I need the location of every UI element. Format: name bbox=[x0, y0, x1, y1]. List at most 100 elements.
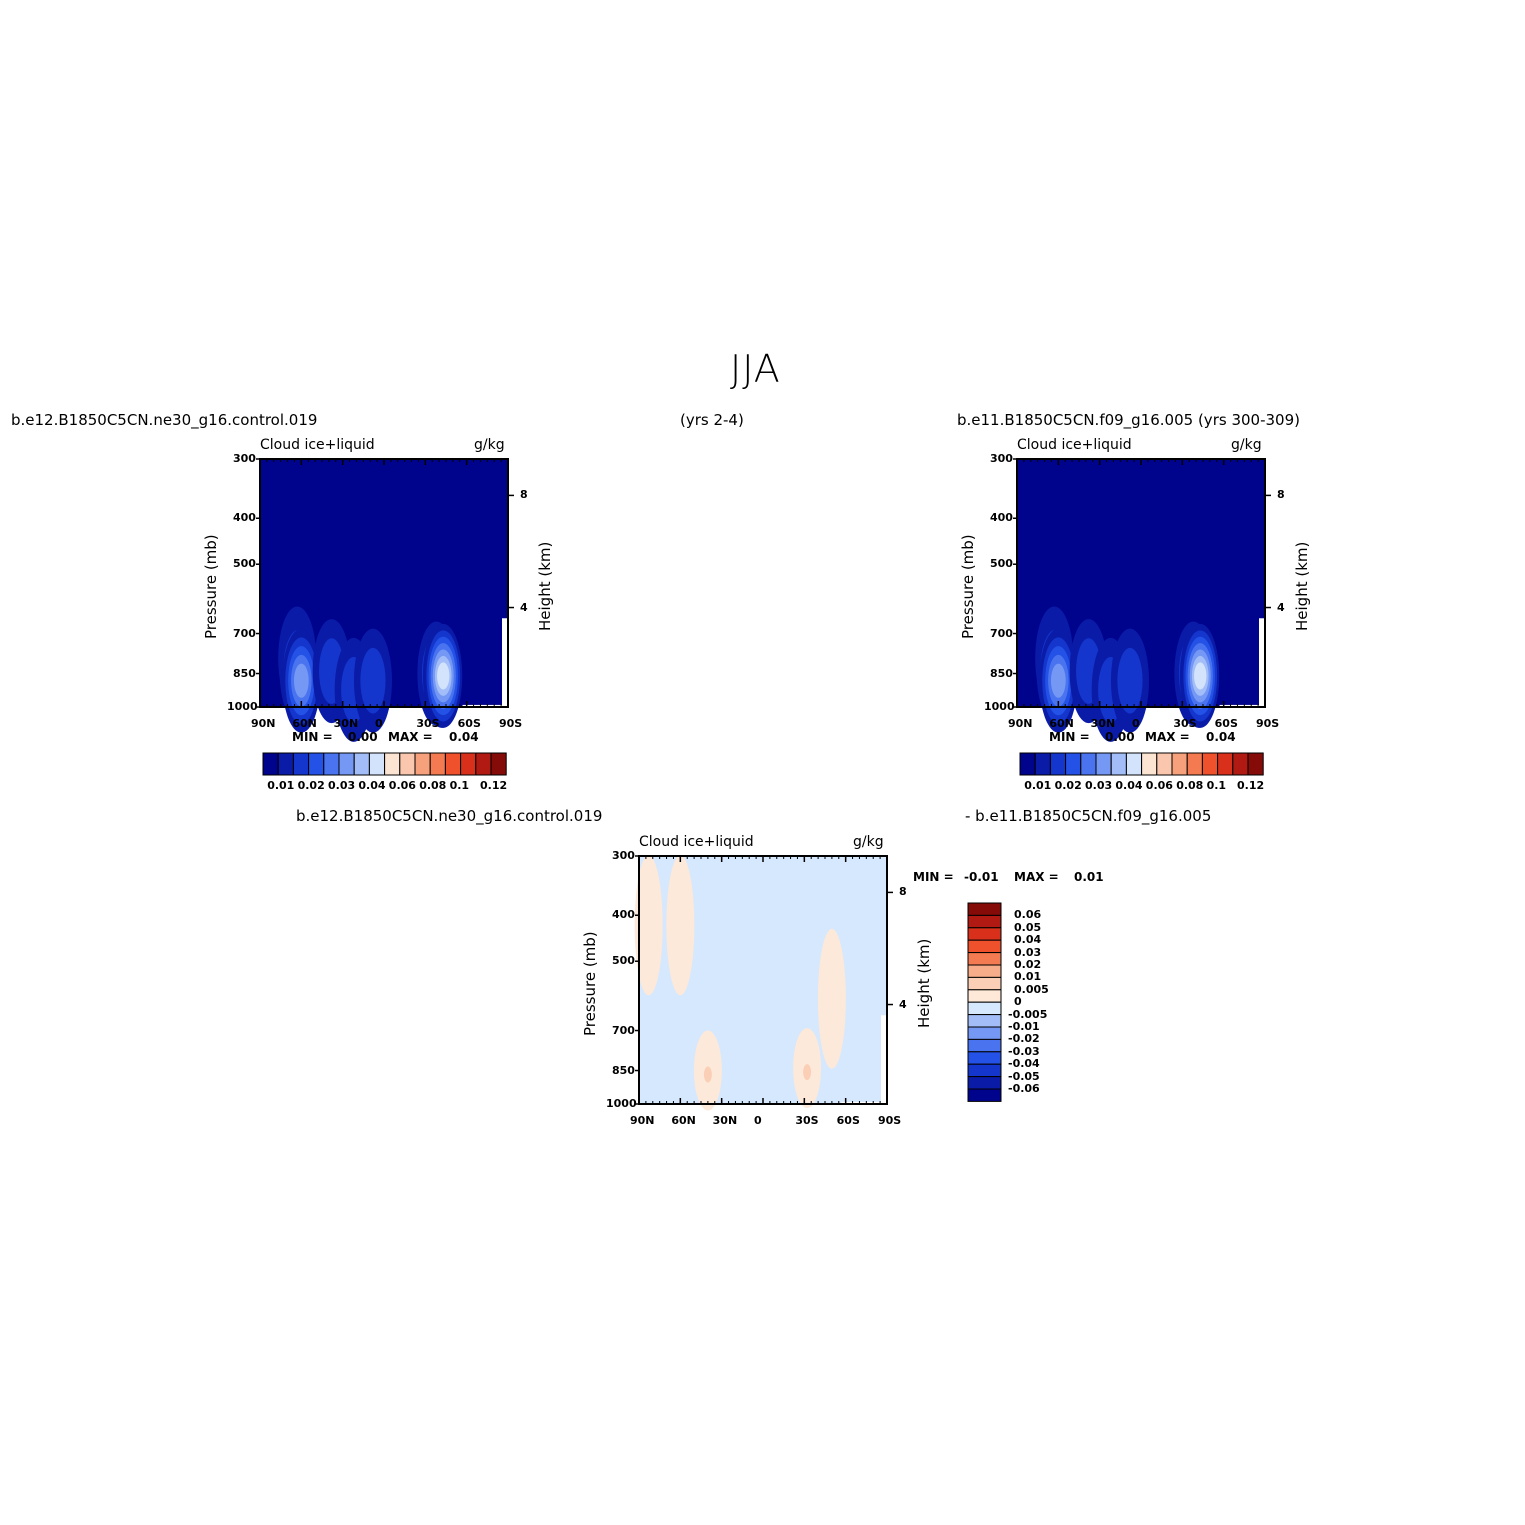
panel-diff-ytick-label: 1000 bbox=[606, 1097, 637, 1110]
panel-1-colorbar-label: 0.1 bbox=[449, 779, 470, 792]
panel-diff-feature-3-core bbox=[803, 1064, 812, 1081]
panel-2-colorbar-label: 0.04 bbox=[1115, 779, 1143, 792]
panel-diff-colorbar-box bbox=[967, 1088, 1002, 1102]
panel-diff-colorbar-box bbox=[967, 902, 1002, 916]
panel-2-max-value: 0.04 bbox=[1206, 730, 1236, 744]
panel-2-xtick-label: 60S bbox=[1214, 717, 1238, 730]
panel-diff-colorbar-box bbox=[967, 1051, 1002, 1065]
panel-2-colorbar-box bbox=[1156, 752, 1173, 776]
panel-2-colorbar-box bbox=[1125, 752, 1143, 776]
panel-2-colorbar-label: 0.1 bbox=[1206, 779, 1227, 792]
panel-1-y2tick-label: 8 bbox=[520, 488, 528, 502]
panel-1-min-value: 0.00 bbox=[348, 730, 378, 744]
panel-1-missing-edge bbox=[502, 618, 508, 707]
panel-1-colorbar-box bbox=[429, 752, 446, 776]
panel-diff-xtick-label: 60N bbox=[671, 1114, 696, 1127]
panel-2-ytick-label: 850 bbox=[990, 666, 1013, 680]
panel-diff-colorbar-box bbox=[967, 1038, 1002, 1053]
panel-1-colorbar-label: 0.03 bbox=[328, 779, 356, 792]
panel-diff-colorbar-label: -0.02 bbox=[1008, 1032, 1040, 1046]
panel-1-colorbar-box bbox=[414, 752, 431, 776]
panel-diff-xtick-label: 90S bbox=[878, 1114, 902, 1127]
panel-diff-colorbar-box bbox=[967, 914, 1002, 929]
panel-1-colorbar-box bbox=[292, 752, 310, 776]
panel-1-ytick-label: 300 bbox=[233, 452, 256, 465]
panel-2-xtick-label: 90N bbox=[1008, 717, 1033, 730]
panel-1-xtick-label: 60S bbox=[457, 717, 481, 730]
panel-2-colorbar-box bbox=[1201, 752, 1219, 776]
panel-diff-ytick-label: 400 bbox=[612, 908, 635, 922]
panel-1-y2tick-label: 4 bbox=[520, 600, 528, 614]
panel-2-colorbar-box bbox=[1110, 752, 1127, 776]
panel-2-feature-2-l5 bbox=[1050, 663, 1066, 698]
panel-diff-xtick-label: 90N bbox=[630, 1114, 655, 1127]
panel-diff-ytick-label: 850 bbox=[612, 1063, 635, 1077]
panel-diff-colorbar-label: 0.03 bbox=[1014, 945, 1042, 959]
panel-1-plot bbox=[256, 458, 514, 742]
panel-2-ytick-label: 300 bbox=[990, 452, 1013, 465]
panel-2-missing bbox=[1219, 704, 1265, 707]
panel-2-colorbar-label: 0.08 bbox=[1176, 779, 1204, 792]
panel-diff-xtick-label: 60S bbox=[836, 1114, 860, 1127]
panel-diff-y2tick-label: 4 bbox=[899, 997, 907, 1011]
panel-1-missing bbox=[462, 704, 508, 707]
panel-1-colorbar-box bbox=[460, 752, 477, 776]
panel-diff-ytick-label: 300 bbox=[612, 849, 635, 862]
panel-1-xtick-label: 60N bbox=[292, 717, 317, 730]
panel-2-xtick-label: 90S bbox=[1256, 717, 1280, 730]
panel-1-colorbar-label: 0.12 bbox=[480, 779, 508, 792]
panel-1-colorbar-box bbox=[368, 752, 386, 776]
panel-1-colorbar-box bbox=[475, 752, 492, 776]
panel-diff-ytick-label: 700 bbox=[612, 1023, 635, 1037]
panel-diff-colorbar-label: 0.05 bbox=[1014, 920, 1042, 934]
panel-2-title: Cloud ice+liquid bbox=[1017, 437, 1132, 453]
panel-diff-colorbar-label: -0.005 bbox=[1008, 1007, 1048, 1021]
panel-1-units: g/kg bbox=[474, 437, 505, 453]
panel-2-colorbar-box bbox=[1019, 752, 1036, 776]
panel-1-max-value: 0.04 bbox=[449, 730, 479, 744]
panel-1-colorbar-box bbox=[338, 752, 355, 776]
panel-2-xtick-label: 30N bbox=[1090, 717, 1116, 730]
panel-1-xtick-label: 90S bbox=[499, 717, 523, 730]
panel-1-ytick-label: 500 bbox=[233, 557, 256, 571]
panel-2-colorbar-box bbox=[1141, 752, 1158, 776]
panel-1-colorbar-box bbox=[384, 752, 401, 776]
panel-2-xtick-label: 0 bbox=[1132, 717, 1140, 730]
panel-1-max-label: MAX = bbox=[388, 730, 433, 744]
panel-2-ytick-label: 700 bbox=[990, 626, 1013, 640]
panel-1-colorbar-box bbox=[277, 752, 294, 776]
panel-2-colorbar-box bbox=[1095, 752, 1112, 776]
panel-diff-y2tick-label: 8 bbox=[899, 885, 907, 899]
panel-diff-ytick-label: 500 bbox=[612, 954, 635, 968]
panel-1-colorbar-label: 0.04 bbox=[358, 779, 386, 792]
panel-diff-colorbar-box bbox=[967, 1001, 1002, 1016]
panel-diff-xtick-label: 30S bbox=[795, 1114, 819, 1127]
panel-diff-colorbar-box bbox=[967, 952, 1002, 966]
panel-1-xtick-label: 90N bbox=[251, 717, 276, 730]
panel-diff-max-label: MAX = bbox=[1014, 870, 1059, 884]
case2-label: b.e11.B1850C5CN.f09_g16.005 (yrs 300-309… bbox=[957, 411, 1300, 429]
panel-2-feature-8-l7 bbox=[1194, 662, 1207, 690]
panel-2-ytick-label: 500 bbox=[990, 557, 1013, 571]
panel-2-xtick-label: 60N bbox=[1049, 717, 1074, 730]
panel-diff-xtick-label: 30N bbox=[712, 1114, 738, 1127]
panel-2-xtick-label: 30S bbox=[1173, 717, 1197, 730]
panel-2-colorbar-box bbox=[1171, 752, 1188, 776]
panel-1-colorbar-box bbox=[399, 752, 416, 776]
panel-1-xtick-label: 30N bbox=[333, 717, 359, 730]
panel-diff-colorbar-label: 0.02 bbox=[1014, 958, 1042, 971]
panel-2-colorbar-label: 0.03 bbox=[1085, 779, 1113, 792]
panel-diff-colorbar-box bbox=[967, 976, 1002, 991]
panel-diff-colorbar-box bbox=[967, 927, 1002, 941]
panel-diff-colorbar-label: 0.04 bbox=[1014, 933, 1042, 947]
panel-diff-colorbar-box bbox=[967, 964, 1002, 978]
panel-1-colorbar-label: 0.02 bbox=[297, 779, 325, 792]
panel-1-colorbar-box bbox=[323, 752, 340, 776]
panel-diff-colorbar-label: -0.03 bbox=[1008, 1044, 1040, 1058]
panel-2-ytick-label: 400 bbox=[990, 511, 1013, 525]
panel-2-y2tick-label: 8 bbox=[1277, 488, 1285, 502]
panel-2-y2label: Height (km) bbox=[1293, 541, 1311, 631]
panel-diff-colorbar bbox=[967, 902, 1002, 1102]
panel-diff-max-value: 0.01 bbox=[1074, 870, 1104, 884]
